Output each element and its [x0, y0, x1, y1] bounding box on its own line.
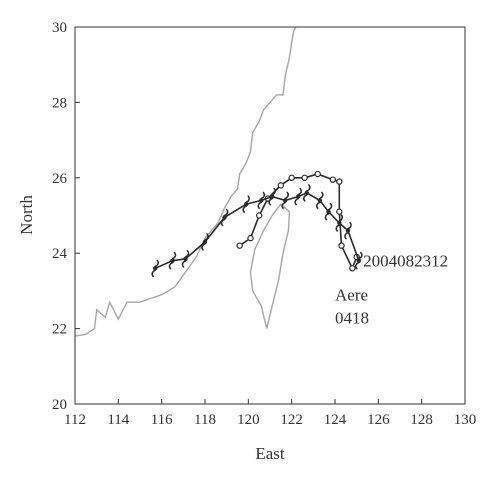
typhoon-symbol-icon	[281, 191, 289, 210]
track-point-circle	[255, 212, 263, 219]
y-tick-label: 28	[52, 95, 67, 111]
y-axis-label: North	[17, 195, 36, 235]
x-tick-label: 112	[64, 412, 86, 428]
taiwan-coastline	[249, 203, 291, 329]
track-point-circle	[277, 182, 285, 189]
y-tick-label: 20	[52, 397, 67, 413]
typhoon-symbol-icon	[242, 195, 250, 213]
y-tick-label: 26	[52, 171, 68, 187]
track-point-circle	[301, 174, 308, 181]
x-tick-label: 114	[107, 412, 129, 428]
typhoon-symbol-icon	[303, 184, 311, 202]
track-point-circle	[349, 265, 356, 272]
y-tick-label: 24	[52, 246, 68, 262]
track-point-circle	[314, 170, 321, 178]
track-point-circle	[336, 208, 343, 215]
typhoon-symbol-icon	[324, 202, 333, 221]
typhoon-symbol-icon	[220, 208, 229, 227]
x-tick-label: 122	[280, 412, 303, 428]
annotation-label: Aere	[335, 286, 368, 305]
typhoon-symbol-icon	[268, 187, 276, 206]
x-tick-label: 130	[454, 412, 477, 428]
track-series-1	[236, 170, 360, 272]
track-layer	[151, 170, 363, 278]
x-tick-label: 128	[410, 412, 433, 428]
axis-layer: 112 114 116 118 120 122 124 126 128 130 20 22 24 26 28…	[52, 20, 476, 428]
track-point-circle	[288, 174, 295, 181]
track-line	[154, 192, 360, 270]
x-tick-label: 118	[194, 412, 216, 428]
y-tick-label: 22	[52, 322, 67, 338]
typhoon-symbol-icon	[201, 233, 209, 251]
typhoon-symbol-icon	[168, 251, 177, 270]
x-tick-label: 116	[151, 412, 173, 428]
track-point-circle	[329, 176, 337, 183]
track-series-2	[151, 184, 363, 278]
typhoon-symbol-icon	[294, 187, 302, 206]
plot-frame	[74, 26, 466, 405]
typhoon-symbol-icon	[355, 251, 363, 270]
y-tick-label: 30	[52, 20, 67, 36]
typhoon-symbol-icon	[181, 250, 190, 268]
track-point-circle	[236, 242, 243, 249]
track-point-circle	[247, 234, 254, 242]
x-axis-label: East	[255, 444, 285, 463]
typhoon-symbol-icon	[257, 191, 266, 210]
track-point-circle	[338, 242, 345, 249]
x-tick-label: 120	[237, 412, 260, 428]
typhoon-symbol-icon	[344, 221, 352, 240]
coastline-layer	[74, 26, 297, 337]
annotation-label: 0418	[335, 308, 369, 327]
x-tick-label: 126	[367, 412, 390, 428]
typhoon-symbol-icon	[335, 214, 344, 232]
typhoon-symbol-icon	[151, 259, 159, 278]
track-point-circle	[336, 178, 343, 185]
mainland-coastline	[74, 26, 297, 337]
typhoon-symbol-icon	[316, 191, 324, 210]
annotation-layer: 2004082312 Aere 0418	[335, 252, 448, 328]
annotation-label: 2004082312	[363, 252, 448, 271]
x-tick-label: 124	[324, 412, 347, 428]
